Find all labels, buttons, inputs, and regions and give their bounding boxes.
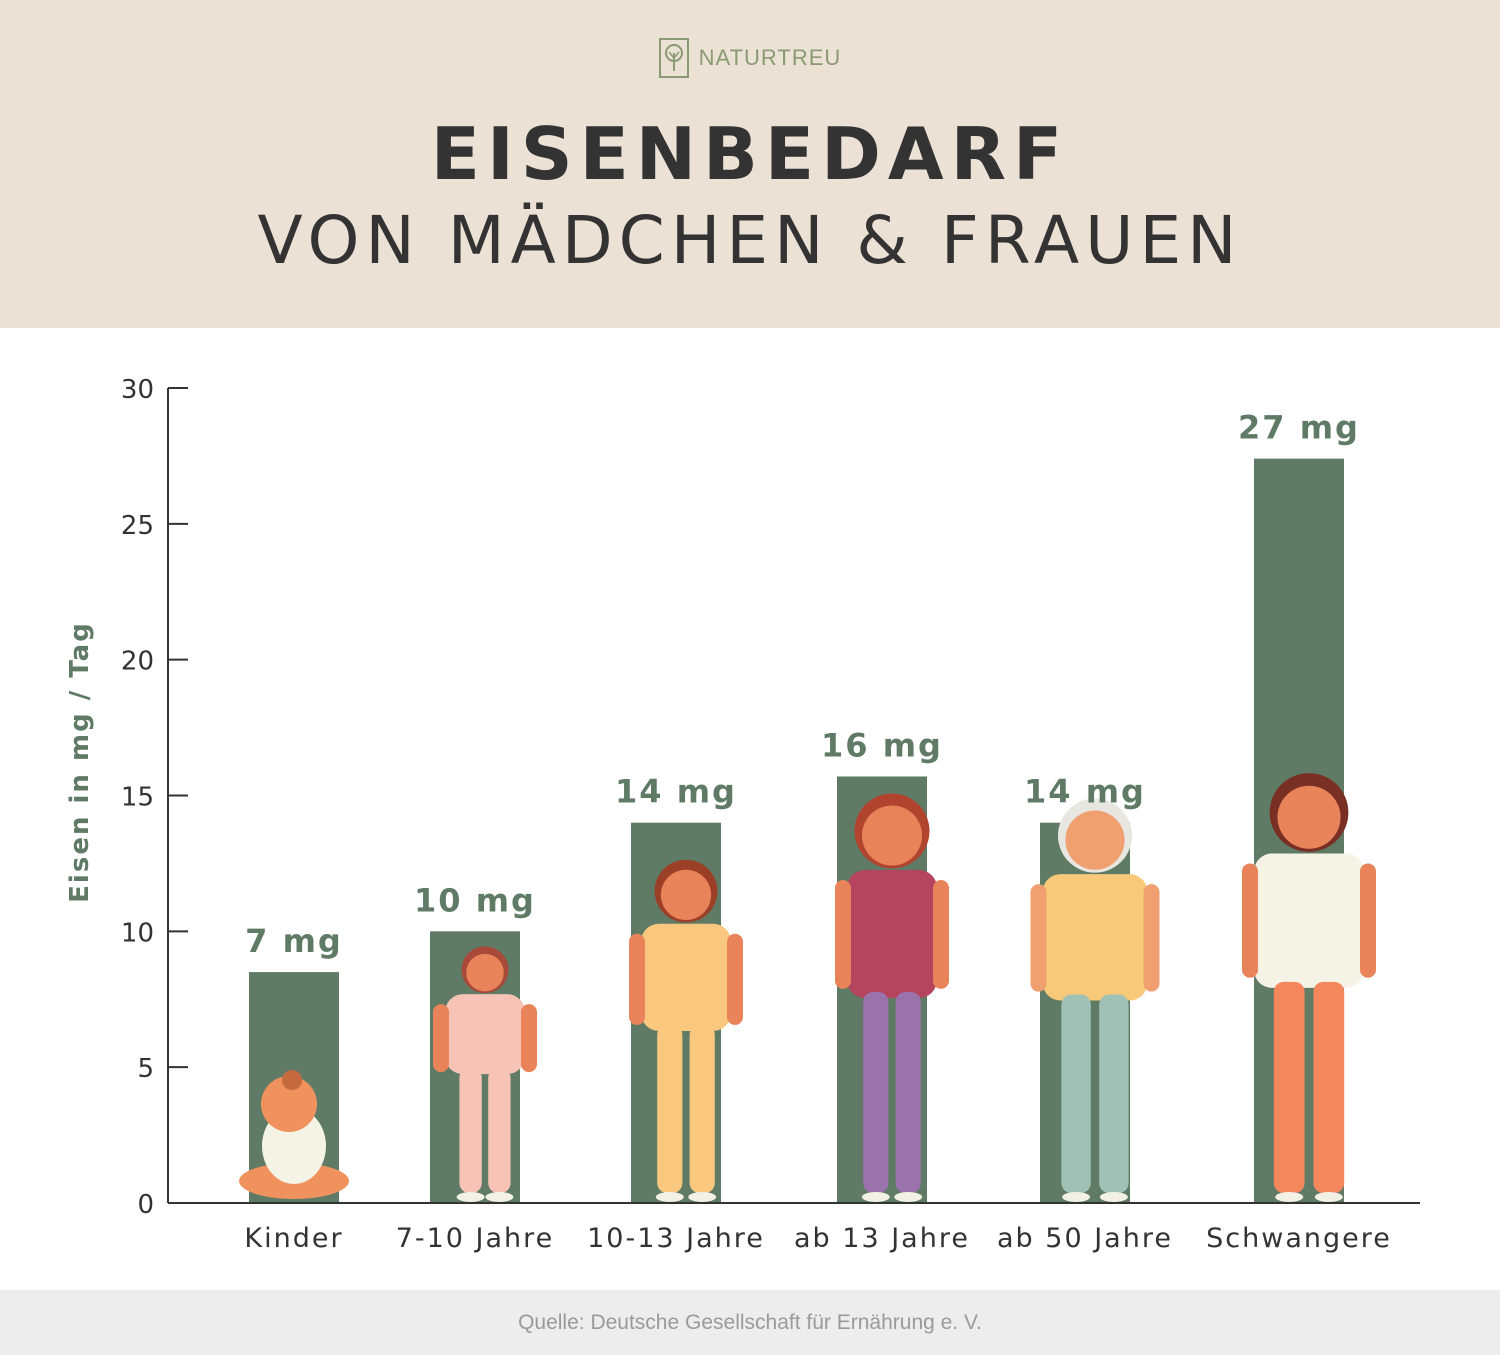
x-tick-label: ab 13 Jahre [794,1223,970,1254]
brand: NATURTREU [0,38,1500,78]
person-figure [239,1070,349,1199]
page-title: EISENBEDARF [430,112,1070,196]
y-tick-label: 30 [121,375,154,405]
x-tick-label: 7-10 Jahre [396,1223,555,1254]
x-axis: Kinder 7-10 Jahre 10-13 Jahre ab 13 Jahre ab… [168,1202,1420,1254]
data-label: 16 mg [821,726,943,764]
y-axis-title: Eisen in mg / Tag [65,621,95,903]
x-tick-label: Kinder [244,1223,343,1254]
y-tick-label: 0 [137,1190,154,1220]
person-figure [433,946,537,1202]
x-tick-label: Schwangere [1206,1223,1392,1254]
footer: Quelle: Deutsche Gesellschaft für Ernähr… [0,1290,1500,1355]
y-tick-label: 20 [121,647,154,677]
data-labels: 7 mg 10 mg 14 mg 16 mg 14 mg 27 mg [245,409,1360,960]
tree-icon [658,38,689,78]
y-axis: 0 5 10 15 20 25 30 [121,375,188,1220]
y-tick-label: 10 [121,918,154,948]
person-figure [1242,773,1376,1202]
page-subtitle: VON MÄDCHEN & FRAUEN [257,202,1243,279]
person-figure [629,859,743,1202]
data-label: 7 mg [245,922,343,960]
x-tick-label: ab 50 Jahre [997,1223,1173,1254]
y-tick-label: 5 [137,1054,154,1084]
data-label: 27 mg [1238,409,1360,447]
bars [249,458,1344,1204]
bar-chart: 0 5 10 15 20 25 30 7 mg 10 mg 14 mg 16 mg 14 mg 27 … [65,375,1420,1254]
figures [239,773,1376,1202]
data-label: 10 mg [414,881,536,919]
data-label: 14 mg [615,773,737,811]
header-banner: NATURTREU EISENBEDARF VON MÄDCHEN & FRAU… [0,0,1500,328]
person-figure [1030,798,1160,1202]
y-tick-label: 25 [121,511,154,541]
source-note: Quelle: Deutsche Gesellschaft für Ernähr… [518,1310,982,1334]
x-tick-label: 10-13 Jahre [587,1223,765,1254]
y-tick-label: 15 [121,783,154,813]
brand-name: NATURTREU [698,45,842,70]
person-figure [835,793,949,1202]
data-label: 14 mg [1024,773,1146,811]
